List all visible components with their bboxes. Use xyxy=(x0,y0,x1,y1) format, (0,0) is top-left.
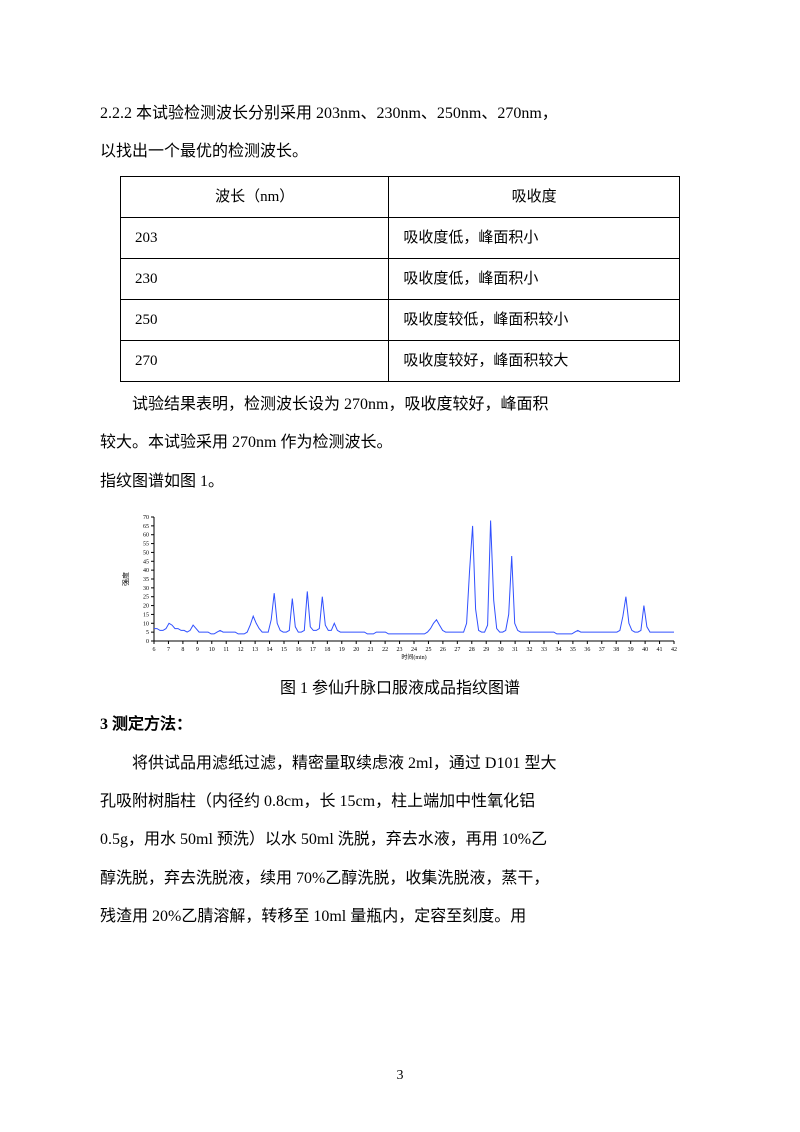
svg-text:10: 10 xyxy=(143,621,149,627)
svg-text:26: 26 xyxy=(440,647,446,653)
page-number: 3 xyxy=(0,1068,800,1084)
svg-text:15: 15 xyxy=(143,612,149,618)
svg-text:65: 65 xyxy=(143,524,149,530)
table-cell-wavelength: 230 xyxy=(121,258,389,299)
intro-text-1: 2.2.2 本试验检测波长分别采用 203nm、230nm、250nm、270n… xyxy=(100,95,700,133)
table-cell-absorbance: 吸收度较好，峰面积较大 xyxy=(389,340,680,381)
svg-text:50: 50 xyxy=(143,550,149,556)
svg-text:60: 60 xyxy=(143,533,149,539)
svg-text:20: 20 xyxy=(143,604,149,610)
method-text-3: 0.5g，用水 50ml 预洗）以水 50ml 洗脱，弃去水液，再用 10%乙 xyxy=(100,821,700,859)
table-cell-absorbance: 吸收度低，峰面积小 xyxy=(389,217,680,258)
wavelength-table: 波长（nm） 吸收度 203吸收度低，峰面积小230吸收度低，峰面积小250吸收… xyxy=(120,176,680,382)
table-row: 250吸收度较低，峰面积较小 xyxy=(121,299,680,340)
figure-caption: 图 1 参仙升脉口服液成品指纹图谱 xyxy=(100,671,700,706)
svg-text:38: 38 xyxy=(613,647,619,653)
svg-text:35: 35 xyxy=(570,647,576,653)
method-text-4: 醇洗脱，弃去洗脱液，续用 70%乙醇洗脱，收集洗脱液，蒸干， xyxy=(100,860,700,898)
intro-text-2: 以找出一个最优的检测波长。 xyxy=(100,133,700,171)
svg-text:9: 9 xyxy=(196,647,199,653)
fingerprint-chart: 0 5 10 15 20 25 30 35 40 45 50 55 60 65 70 6 7 8 9 10 11 12 13… xyxy=(120,507,680,665)
svg-text:11: 11 xyxy=(223,647,229,653)
svg-text:40: 40 xyxy=(642,647,648,653)
figure-ref: 指纹图谱如图 1。 xyxy=(100,463,700,501)
svg-text:37: 37 xyxy=(599,647,605,653)
table-header-row: 波长（nm） 吸收度 xyxy=(121,176,680,217)
svg-text:15: 15 xyxy=(281,647,287,653)
svg-text:31: 31 xyxy=(512,647,518,653)
svg-text:10: 10 xyxy=(209,647,215,653)
svg-text:20: 20 xyxy=(353,647,359,653)
svg-text:25: 25 xyxy=(143,595,149,601)
svg-text:30: 30 xyxy=(498,647,504,653)
svg-text:35: 35 xyxy=(143,577,149,583)
svg-text:0: 0 xyxy=(146,639,149,645)
svg-text:13: 13 xyxy=(252,647,258,653)
table-row: 270吸收度较好，峰面积较大 xyxy=(121,340,680,381)
svg-text:33: 33 xyxy=(541,647,547,653)
svg-text:32: 32 xyxy=(527,647,533,653)
table-header-wavelength: 波长（nm） xyxy=(121,176,389,217)
svg-text:14: 14 xyxy=(267,647,273,653)
svg-text:36: 36 xyxy=(584,647,590,653)
svg-text:17: 17 xyxy=(310,647,316,653)
svg-text:28: 28 xyxy=(469,647,475,653)
result-text-1: 试验结果表明，检测波长设为 270nm，吸收度较好，峰面积 xyxy=(100,386,700,424)
svg-text:30: 30 xyxy=(143,586,149,592)
svg-text:5: 5 xyxy=(146,630,149,636)
svg-text:23: 23 xyxy=(397,647,403,653)
table-cell-wavelength: 203 xyxy=(121,217,389,258)
svg-text:45: 45 xyxy=(143,559,149,565)
method-text-1: 将供试品用滤纸过滤，精密量取续虑液 2ml，通过 D101 型大 xyxy=(100,745,700,783)
svg-text:21: 21 xyxy=(368,647,374,653)
svg-text:70: 70 xyxy=(143,515,149,521)
table-cell-wavelength: 270 xyxy=(121,340,389,381)
svg-text:6: 6 xyxy=(153,647,156,653)
svg-text:40: 40 xyxy=(143,568,149,574)
svg-text:42: 42 xyxy=(671,647,677,653)
svg-text:19: 19 xyxy=(339,647,345,653)
svg-text:8: 8 xyxy=(181,647,184,653)
table-cell-absorbance: 吸收度低，峰面积小 xyxy=(389,258,680,299)
svg-text:34: 34 xyxy=(555,647,561,653)
svg-text:41: 41 xyxy=(657,647,663,653)
svg-text:55: 55 xyxy=(143,542,149,548)
svg-text:25: 25 xyxy=(425,647,431,653)
svg-text:时间(min): 时间(min) xyxy=(401,653,426,661)
svg-text:强度: 强度 xyxy=(121,572,130,586)
table-header-absorbance: 吸收度 xyxy=(389,176,680,217)
table-row: 203吸收度低，峰面积小 xyxy=(121,217,680,258)
section-3-title: 3 测定方法： xyxy=(100,706,700,744)
svg-text:39: 39 xyxy=(628,647,634,653)
table-cell-absorbance: 吸收度较低，峰面积较小 xyxy=(389,299,680,340)
svg-text:29: 29 xyxy=(483,647,489,653)
table-row: 230吸收度低，峰面积小 xyxy=(121,258,680,299)
result-text-2: 较大。本试验采用 270nm 作为检测波长。 xyxy=(100,424,700,462)
method-text-5: 残渣用 20%乙腈溶解，转移至 10ml 量瓶内，定容至刻度。用 xyxy=(100,898,700,936)
svg-text:16: 16 xyxy=(295,647,301,653)
svg-text:18: 18 xyxy=(324,647,330,653)
table-cell-wavelength: 250 xyxy=(121,299,389,340)
method-text-2: 孔吸附树脂柱（内径约 0.8cm，长 15cm，柱上端加中性氧化铝 xyxy=(100,783,700,821)
svg-text:7: 7 xyxy=(167,647,170,653)
svg-text:22: 22 xyxy=(382,647,388,653)
svg-text:12: 12 xyxy=(238,647,244,653)
svg-text:27: 27 xyxy=(454,647,460,653)
svg-text:24: 24 xyxy=(411,647,417,653)
